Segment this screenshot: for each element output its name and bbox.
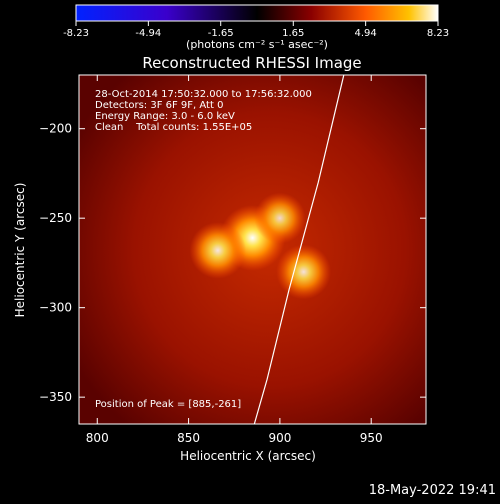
axis-ticks: 800 850 900 950 −200 −250 −300 −350 [39,75,426,445]
colorbar-tick-label: 4.94 [355,28,377,39]
chart-title: Reconstructed RHESSI Image [142,54,361,72]
y-tick-label: −200 [39,122,72,136]
plot-frame [78,74,427,425]
annotation-energy: Energy Range: 3.0 - 6.0 keV [95,111,235,122]
annotation-peak: Position of Peak = [885,-261] [95,399,241,410]
annotation-detectors: Detectors: 3F 6F 9F, Att 0 [95,100,223,111]
annotation-time: 28-Oct-2014 17:50:32.000 to 17:56:32.000 [95,89,312,100]
colorbar [75,4,439,22]
x-tick-label: 950 [360,431,383,445]
annotation-clean: Clean Total counts: 1.55E+05 [95,122,252,133]
y-axis-label: Heliocentric Y (arcsec) [13,183,27,318]
timestamp: 18-May-2022 19:41 [369,483,496,498]
colorbar-unit-label: (photons cm⁻² s⁻¹ asec⁻²) [186,38,328,51]
colorbar-tick-label: 1.65 [282,28,304,39]
x-tick-label: 850 [177,431,200,445]
colorbar-tick-label: -8.23 [63,28,89,39]
flare-source [254,192,306,244]
y-tick-label: −300 [39,301,72,315]
colorbar-ticks: -8.23 -4.94 -1.65 1.65 4.94 8.23 [63,21,449,39]
colorbar-tick-label: -4.94 [135,28,161,39]
y-tick-label: −350 [39,390,72,404]
x-axis-label: Heliocentric X (arcsec) [180,449,316,463]
y-tick-label: −250 [39,211,72,225]
colorbar-tick-label: -1.65 [208,28,234,39]
colorbar-tick-label: 8.23 [427,28,449,39]
flare-source [276,244,332,300]
x-tick-label: 900 [268,431,291,445]
x-tick-label: 800 [86,431,109,445]
flare-source [189,222,247,279]
solar-limb-curve [253,75,345,424]
flare-sources [189,192,332,300]
